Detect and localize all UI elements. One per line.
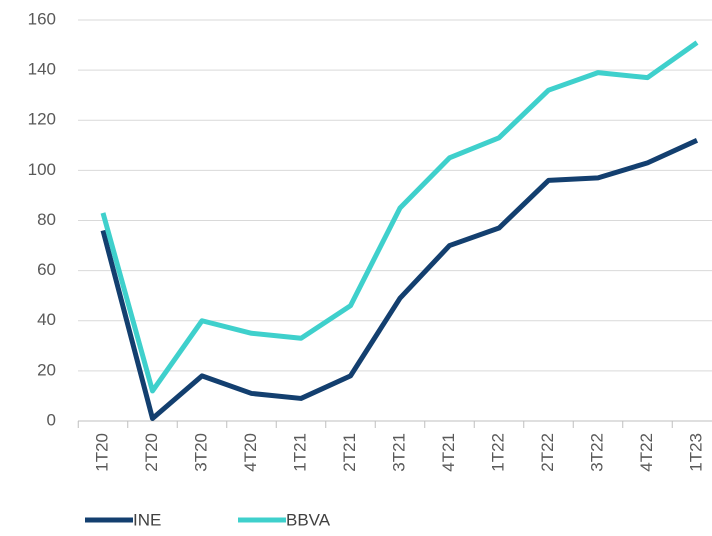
x-tick-label: 3T20	[191, 433, 210, 472]
x-tick-label: 3T22	[587, 433, 606, 472]
x-tick-label: 1T20	[92, 433, 111, 472]
x-tick-label: 1T21	[290, 433, 309, 472]
y-tick-label: 40	[37, 310, 56, 329]
x-tick-label: 2T22	[538, 433, 557, 472]
x-tick-label: 1T23	[686, 433, 705, 472]
x-tick-label: 4T20	[241, 433, 260, 472]
x-tick-label: 1T22	[488, 433, 507, 472]
x-tick-label: 3T21	[389, 433, 408, 472]
x-tick-label: 4T22	[637, 433, 656, 472]
x-tick-label: 2T20	[142, 433, 161, 472]
x-tick-label: 2T21	[340, 433, 359, 472]
y-tick-label: 60	[37, 260, 56, 279]
y-tick-label: 20	[37, 360, 56, 379]
line-series	[100, 138, 699, 421]
y-tick-label: 80	[37, 210, 56, 229]
line-series	[100, 40, 699, 394]
y-tick-label: 100	[28, 160, 56, 179]
legend-label: BBVA	[286, 510, 331, 529]
y-tick-label: 160	[28, 9, 56, 28]
y-tick-label: 140	[28, 60, 56, 79]
y-tick-label: 0	[47, 410, 56, 429]
y-tick-label: 120	[28, 110, 56, 129]
x-tick-label: 4T21	[439, 433, 458, 472]
legend-label: INE	[133, 510, 161, 529]
